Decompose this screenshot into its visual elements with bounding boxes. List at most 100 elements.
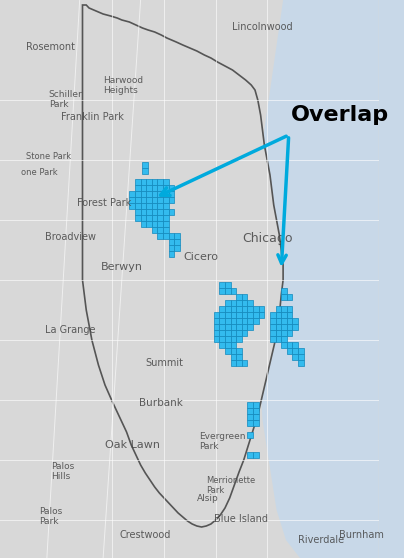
Bar [219, 336, 225, 342]
Bar [143, 168, 148, 174]
Bar [231, 306, 236, 312]
Bar [276, 330, 281, 336]
Bar [135, 203, 141, 209]
Bar [248, 420, 253, 426]
Bar [169, 251, 175, 257]
Bar [129, 197, 135, 203]
Text: Cicero: Cicero [184, 252, 219, 262]
Text: Summit: Summit [145, 358, 183, 368]
Bar [225, 306, 231, 312]
FancyBboxPatch shape [0, 0, 379, 558]
Bar [152, 227, 158, 233]
Bar [152, 179, 158, 185]
Bar [298, 360, 304, 366]
Bar [253, 414, 259, 420]
Text: Crestwood: Crestwood [120, 530, 171, 540]
Bar [135, 191, 141, 197]
Bar [281, 324, 287, 330]
Bar [276, 324, 281, 330]
Bar [214, 318, 219, 324]
Bar [175, 245, 180, 251]
Bar [231, 336, 236, 342]
Bar [242, 294, 248, 300]
Bar [135, 197, 141, 203]
Bar [214, 330, 219, 336]
Bar [219, 306, 225, 312]
Bar [270, 312, 276, 318]
Bar [292, 324, 298, 330]
Bar [225, 348, 231, 354]
Bar [152, 209, 158, 215]
Bar [219, 282, 225, 288]
Text: Overlap: Overlap [290, 105, 389, 125]
Bar [141, 191, 146, 197]
Bar [276, 336, 281, 342]
Bar [231, 330, 236, 336]
Text: Oak Lawn: Oak Lawn [105, 440, 160, 450]
Bar [158, 227, 163, 233]
Text: Merrionette
Park: Merrionette Park [206, 476, 255, 496]
Bar [141, 209, 146, 215]
Bar [163, 203, 169, 209]
Bar [158, 191, 163, 197]
Bar [236, 336, 242, 342]
Bar [169, 239, 175, 245]
Text: Alsip: Alsip [197, 494, 219, 503]
Bar [292, 342, 298, 348]
Bar [236, 312, 242, 318]
Bar [298, 348, 304, 354]
Bar [248, 408, 253, 414]
Bar [169, 233, 175, 239]
Text: Palos
Hills: Palos Hills [52, 462, 75, 482]
Bar [287, 318, 292, 324]
Bar [158, 197, 163, 203]
Bar [253, 318, 259, 324]
Bar [242, 312, 248, 318]
Bar [242, 360, 248, 366]
Bar [276, 312, 281, 318]
Bar [248, 324, 253, 330]
Bar [169, 245, 175, 251]
Bar [158, 221, 163, 227]
Bar [287, 294, 292, 300]
Bar [253, 452, 259, 458]
Text: Broadview: Broadview [45, 232, 96, 242]
Bar [292, 348, 298, 354]
Bar [242, 300, 248, 306]
Bar [281, 318, 287, 324]
Bar [292, 354, 298, 360]
Bar [248, 318, 253, 324]
Bar [163, 221, 169, 227]
Bar [146, 203, 152, 209]
Bar [242, 318, 248, 324]
Bar [236, 318, 242, 324]
Bar [219, 288, 225, 294]
Bar [141, 215, 146, 221]
Bar [135, 179, 141, 185]
Bar [248, 414, 253, 420]
Bar [163, 209, 169, 215]
Bar [281, 342, 287, 348]
Bar [292, 318, 298, 324]
Text: Riverdale: Riverdale [298, 535, 344, 545]
Bar [163, 197, 169, 203]
Bar [225, 336, 231, 342]
Bar [242, 330, 248, 336]
Text: Lincolnwood: Lincolnwood [232, 22, 293, 32]
Bar [158, 209, 163, 215]
Bar [146, 185, 152, 191]
Bar [248, 452, 253, 458]
Bar [158, 203, 163, 209]
Bar [276, 306, 281, 312]
Bar [141, 197, 146, 203]
Bar [214, 336, 219, 342]
Bar [281, 336, 287, 342]
Bar [141, 179, 146, 185]
Bar [219, 312, 225, 318]
Bar [281, 312, 287, 318]
Bar [158, 185, 163, 191]
Bar [287, 342, 292, 348]
Bar [281, 306, 287, 312]
Bar [287, 312, 292, 318]
Bar [287, 330, 292, 336]
